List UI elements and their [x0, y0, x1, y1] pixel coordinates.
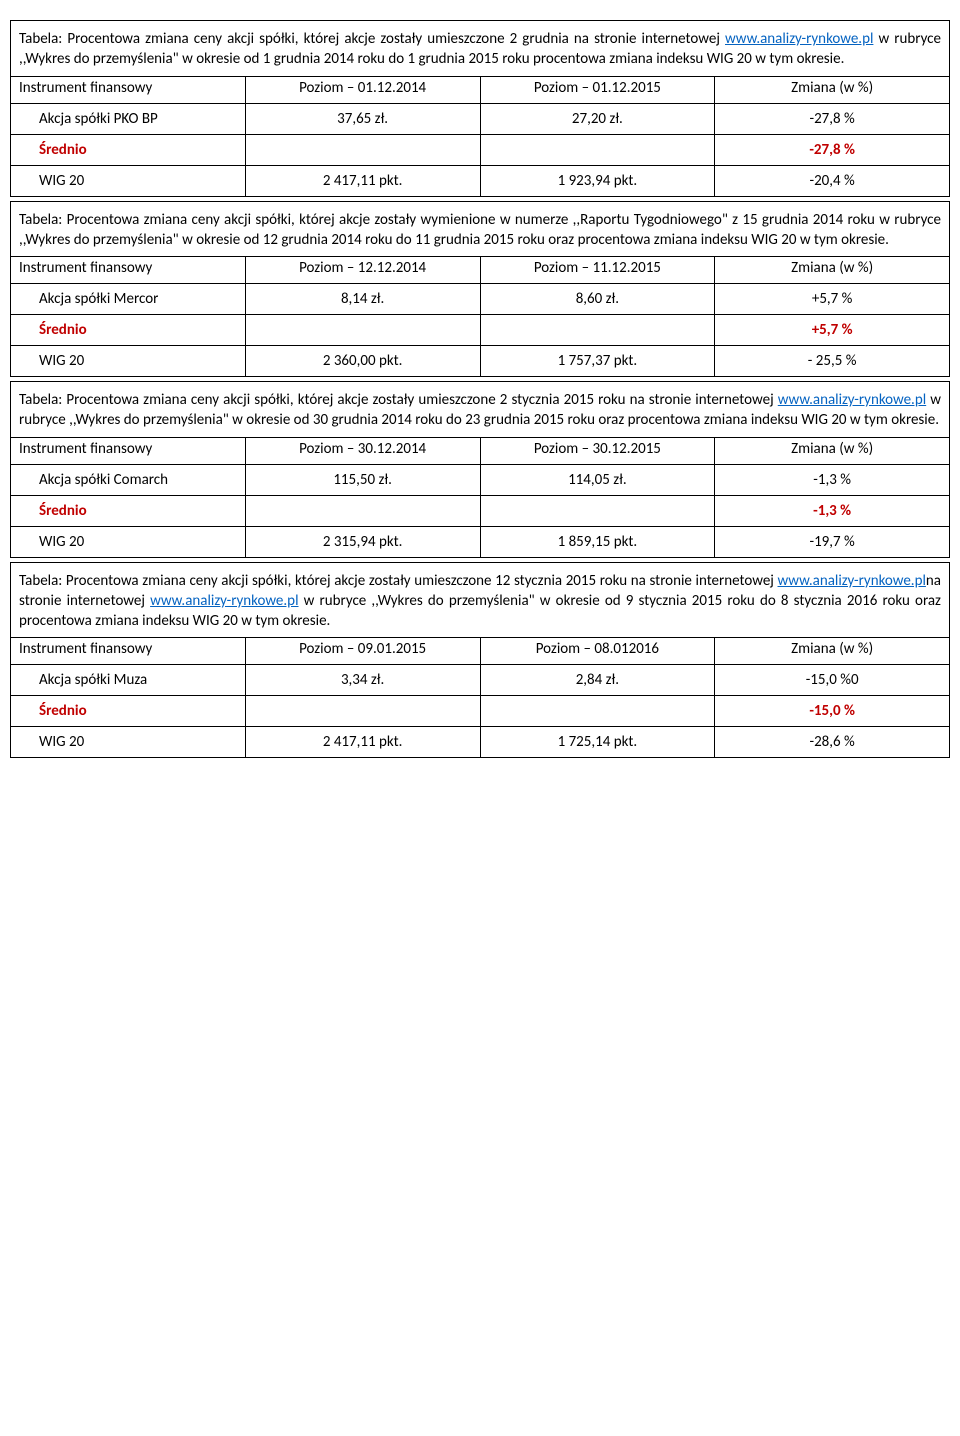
header-change: Zmiana (w %): [715, 76, 950, 103]
change-percent: +5,7 %: [715, 284, 950, 315]
data-table: Tabela: Procentowa zmiana ceny akcji spó…: [10, 201, 950, 378]
table-row: Akcja spółki PKO BP37,65 zł.27,20 zł.-27…: [11, 103, 950, 134]
instrument-name: WIG 20: [11, 346, 246, 377]
table-caption: Tabela: Procentowa zmiana ceny akcji spó…: [11, 21, 950, 77]
instrument-name: Akcja spółki Mercor: [11, 284, 246, 315]
external-link[interactable]: www.analizy-rynkowe.pl: [725, 30, 873, 48]
value-level-2: [480, 696, 715, 727]
table-row: WIG 202 360,00 pkt.1 757,37 pkt.- 25,5 %: [11, 346, 950, 377]
average-label: Średnio: [11, 495, 246, 526]
value-level-2: 1 859,15 pkt.: [480, 526, 715, 557]
value-level-2: [480, 134, 715, 165]
header-level-2: Poziom – 01.12.2015: [480, 76, 715, 103]
header-instrument: Instrument finansowy: [11, 76, 246, 103]
caption-text: Tabela: Procentowa zmiana ceny akcji spó…: [19, 211, 941, 249]
instrument-name: WIG 20: [11, 727, 246, 758]
data-table: Tabela: Procentowa zmiana ceny akcji spó…: [10, 381, 950, 558]
value-level-1: 115,50 zł.: [245, 464, 480, 495]
header-instrument: Instrument finansowy: [11, 638, 246, 665]
external-link[interactable]: www.analizy-rynkowe.pl: [778, 572, 926, 590]
table-caption: Tabela: Procentowa zmiana ceny akcji spó…: [11, 201, 950, 257]
table-row: Średnio -1,3 %: [11, 495, 950, 526]
value-level-1: 37,65 zł.: [245, 103, 480, 134]
change-percent: -28,6 %: [715, 727, 950, 758]
data-table: Tabela: Procentowa zmiana ceny akcji spó…: [10, 20, 950, 197]
caption-text: Tabela: Procentowa zmiana ceny akcji spó…: [19, 30, 725, 48]
table-row: Akcja spółki Mercor8,14 zł.8,60 zł.+5,7 …: [11, 284, 950, 315]
change-percent: - 25,5 %: [715, 346, 950, 377]
table-row: WIG 202 315,94 pkt.1 859,15 pkt.-19,7 %: [11, 526, 950, 557]
header-level-1: Poziom – 09.01.2015: [245, 638, 480, 665]
value-level-1: [245, 134, 480, 165]
value-level-1: [245, 315, 480, 346]
instrument-name: Akcja spółki Comarch: [11, 464, 246, 495]
value-level-1: 3,34 zł.: [245, 665, 480, 696]
average-label: Średnio: [11, 315, 246, 346]
change-percent: -1,3 %: [715, 464, 950, 495]
table-caption: Tabela: Procentowa zmiana ceny akcji spó…: [11, 562, 950, 638]
caption-text: Tabela: Procentowa zmiana ceny akcji spó…: [19, 391, 778, 409]
value-level-2: 27,20 zł.: [480, 103, 715, 134]
header-level-1: Poziom – 30.12.2014: [245, 437, 480, 464]
table-row: WIG 202 417,11 pkt.1 923,94 pkt.-20,4 %: [11, 165, 950, 196]
value-level-1: 8,14 zł.: [245, 284, 480, 315]
table-row: Średnio -15,0 %: [11, 696, 950, 727]
value-level-2: 1 757,37 pkt.: [480, 346, 715, 377]
change-percent: +5,7 %: [715, 315, 950, 346]
table-row: Średnio -27,8 %: [11, 134, 950, 165]
header-level-2: Poziom – 30.12.2015: [480, 437, 715, 464]
header-instrument: Instrument finansowy: [11, 437, 246, 464]
table-row: Średnio +5,7 %: [11, 315, 950, 346]
value-level-1: 2 417,11 pkt.: [245, 165, 480, 196]
data-table: Tabela: Procentowa zmiana ceny akcji spó…: [10, 562, 950, 759]
value-level-2: 8,60 zł.: [480, 284, 715, 315]
table-caption: Tabela: Procentowa zmiana ceny akcji spó…: [11, 382, 950, 438]
value-level-2: [480, 315, 715, 346]
value-level-1: 2 417,11 pkt.: [245, 727, 480, 758]
instrument-name: Akcja spółki PKO BP: [11, 103, 246, 134]
value-level-1: [245, 696, 480, 727]
change-percent: -20,4 %: [715, 165, 950, 196]
change-percent: -27,8 %: [715, 103, 950, 134]
value-level-2: [480, 495, 715, 526]
value-level-1: [245, 495, 480, 526]
external-link[interactable]: www.analizy-rynkowe.pl: [150, 592, 298, 610]
table-row: WIG 202 417,11 pkt.1 725,14 pkt.-28,6 %: [11, 727, 950, 758]
value-level-1: 2 315,94 pkt.: [245, 526, 480, 557]
instrument-name: WIG 20: [11, 526, 246, 557]
value-level-1: 2 360,00 pkt.: [245, 346, 480, 377]
value-level-2: 114,05 zł.: [480, 464, 715, 495]
table-row: Akcja spółki Comarch115,50 zł.114,05 zł.…: [11, 464, 950, 495]
header-level-2: Poziom – 11.12.2015: [480, 257, 715, 284]
table-row: Akcja spółki Muza3,34 zł.2,84 zł.-15,0 %…: [11, 665, 950, 696]
change-percent: -1,3 %: [715, 495, 950, 526]
value-level-2: 2,84 zł.: [480, 665, 715, 696]
header-level-2: Poziom – 08.012016: [480, 638, 715, 665]
header-instrument: Instrument finansowy: [11, 257, 246, 284]
caption-text: Tabela: Procentowa zmiana ceny akcji spó…: [19, 572, 778, 590]
change-percent: -15,0 %: [715, 696, 950, 727]
change-percent: -15,0 %0: [715, 665, 950, 696]
header-level-1: Poziom – 01.12.2014: [245, 76, 480, 103]
value-level-2: 1 923,94 pkt.: [480, 165, 715, 196]
header-change: Zmiana (w %): [715, 638, 950, 665]
value-level-2: 1 725,14 pkt.: [480, 727, 715, 758]
average-label: Średnio: [11, 696, 246, 727]
header-change: Zmiana (w %): [715, 437, 950, 464]
average-label: Średnio: [11, 134, 246, 165]
change-percent: -19,7 %: [715, 526, 950, 557]
header-level-1: Poziom – 12.12.2014: [245, 257, 480, 284]
external-link[interactable]: www.analizy-rynkowe.pl: [778, 391, 926, 409]
instrument-name: WIG 20: [11, 165, 246, 196]
change-percent: -27,8 %: [715, 134, 950, 165]
header-change: Zmiana (w %): [715, 257, 950, 284]
instrument-name: Akcja spółki Muza: [11, 665, 246, 696]
